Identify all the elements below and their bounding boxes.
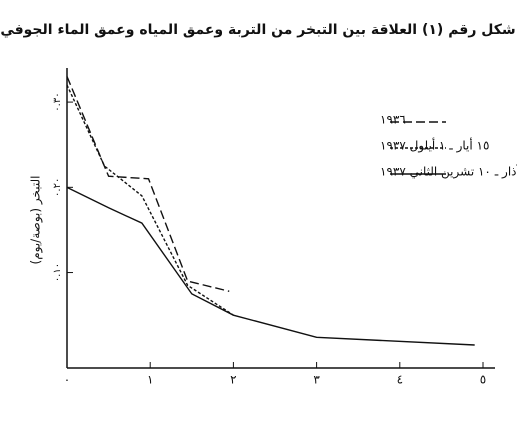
x-tick-label: ٠ — [64, 373, 70, 387]
y-tick-label: ٠.٢٠ — [52, 178, 63, 197]
chart-title: شكل رقم (١) العلاقة بين التبخر من التربة… — [0, 22, 515, 38]
x-tick-label: ٣ — [313, 373, 320, 387]
legend-label: ١٥ أيار ـ ١ أيلول ١٩٣٧ — [380, 138, 489, 154]
y-tick-label: ٠.١٠ — [52, 263, 63, 282]
legend-label: ٢٩ آذار ـ ١٠ تشرين الثاني ١٩٣٧ — [380, 164, 517, 180]
legend-label: ١٩٣٦ — [380, 113, 406, 127]
x-tick-label: ١ — [147, 373, 153, 387]
series-line — [66, 84, 234, 316]
series-line — [66, 186, 475, 346]
y-axis-label: التبخر (بوصة/يوم) — [29, 176, 44, 265]
y-tick-label: ٠.٣٠ — [52, 92, 63, 111]
x-tick-label: ٥ — [480, 373, 486, 387]
x-tick-label: ٤ — [397, 373, 403, 387]
series-line — [66, 76, 230, 292]
x-tick-label: ٢ — [230, 373, 236, 387]
